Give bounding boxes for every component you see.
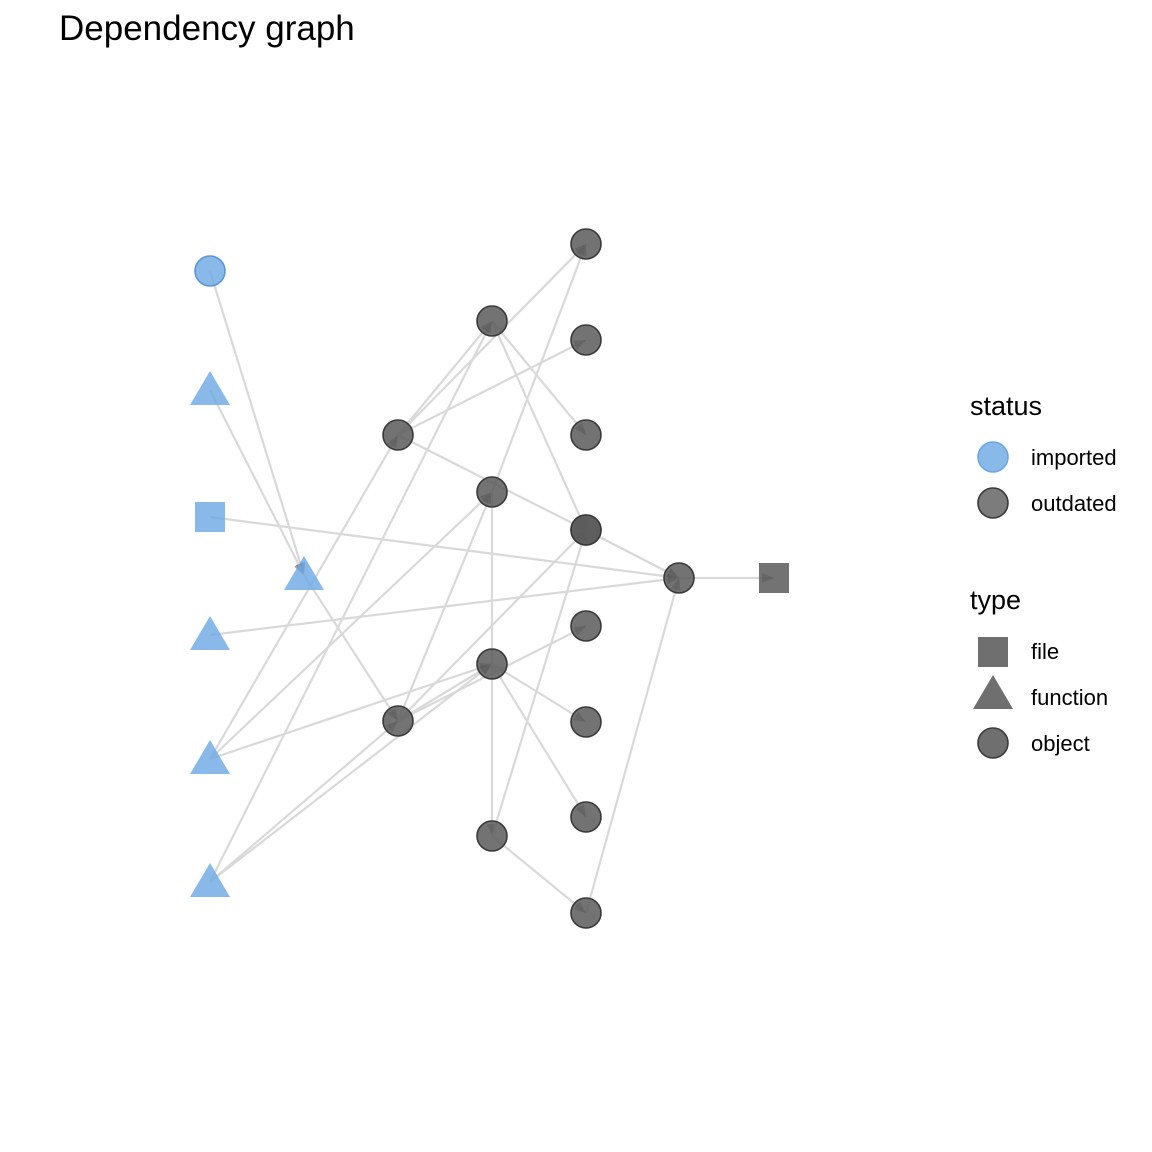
node-n22-object-outdated xyxy=(570,897,602,929)
edge-n7-n9 xyxy=(303,574,399,722)
node-n10-object-outdated xyxy=(476,305,508,337)
edge-line xyxy=(585,529,680,579)
node-n16-object-outdated xyxy=(570,419,602,451)
edge-n2-n7 xyxy=(209,389,305,576)
legend-outdated-label: outdated xyxy=(1031,491,1117,516)
node-n3-file-imported xyxy=(195,502,225,532)
edge-line xyxy=(397,663,493,722)
legend-imported-swatch xyxy=(977,441,1009,473)
node-n13-object-outdated xyxy=(476,820,508,852)
edge-n8-n14 xyxy=(397,243,587,436)
node-n21-object-outdated xyxy=(570,801,602,833)
edge-line xyxy=(209,515,680,580)
edge-line xyxy=(209,662,493,761)
node-n14-object-outdated xyxy=(570,228,602,260)
node-n9-object-outdated xyxy=(382,705,414,737)
node-n24-file-outdated xyxy=(759,563,789,593)
edge-line xyxy=(491,663,587,723)
node-n1-object-imported xyxy=(194,255,226,287)
edge-line xyxy=(209,663,493,883)
edge-line xyxy=(397,339,587,436)
node-n20-object-outdated xyxy=(570,706,602,738)
node-n19-object-outdated xyxy=(570,610,602,642)
legend-item-imported: imported xyxy=(977,441,1117,473)
legend: status imported outdated type file funct… xyxy=(970,391,1117,759)
edge-n5-n12 xyxy=(209,662,493,761)
node-n18-object-outdated xyxy=(570,514,602,546)
legend-item-file: file xyxy=(978,637,1059,667)
edge-n6-n9 xyxy=(209,720,399,883)
legend-object-swatch xyxy=(977,727,1009,759)
legend-item-object: object xyxy=(977,727,1090,759)
node-n2-function-imported xyxy=(190,371,230,405)
node-n5-function-imported xyxy=(190,740,230,774)
edge-n13-n22 xyxy=(491,835,587,914)
edge-n11-n14 xyxy=(490,243,588,493)
edge-line xyxy=(397,320,493,436)
legend-function-label: function xyxy=(1031,685,1108,710)
edge-line xyxy=(490,243,588,493)
node-n11-object-outdated xyxy=(476,476,508,508)
edge-line xyxy=(209,320,493,883)
edge-n8-n15 xyxy=(397,339,587,436)
nodes-layer xyxy=(190,228,789,929)
edge-line xyxy=(491,835,587,914)
edge-line xyxy=(209,491,493,760)
legend-imported-label: imported xyxy=(1031,445,1117,470)
edge-n9-n11 xyxy=(396,491,494,722)
edge-line xyxy=(584,577,681,914)
edge-line xyxy=(490,529,588,837)
edge-line xyxy=(208,270,306,576)
edge-n12-n20 xyxy=(491,663,587,723)
edge-line xyxy=(209,389,305,576)
page-title: Dependency graph xyxy=(59,9,355,48)
legend-item-outdated: outdated xyxy=(977,487,1117,519)
edge-line xyxy=(491,663,587,818)
legend-type-title: type xyxy=(970,585,1021,615)
legend-status-title: status xyxy=(970,391,1042,421)
node-n23-object-outdated xyxy=(663,562,695,594)
node-n12-object-outdated xyxy=(476,648,508,680)
edge-line xyxy=(491,320,587,436)
node-n4-function-imported xyxy=(190,616,230,650)
edge-line xyxy=(209,434,399,760)
legend-function-swatch xyxy=(973,675,1013,709)
legend-file-label: file xyxy=(1031,639,1059,664)
edge-n5-n11 xyxy=(209,491,493,760)
edge-n8-n10 xyxy=(397,320,493,436)
edge-n3-n23 xyxy=(209,515,680,582)
edge-n6-n12 xyxy=(209,663,493,883)
node-n8-object-outdated xyxy=(382,419,414,451)
edge-n4-n23 xyxy=(209,574,680,637)
edge-line xyxy=(490,320,588,531)
legend-file-swatch xyxy=(978,637,1008,667)
node-n15-object-outdated xyxy=(570,324,602,356)
node-n6-function-imported xyxy=(190,863,230,897)
edge-n5-n8 xyxy=(209,434,399,760)
node-n7-function-imported xyxy=(284,556,324,590)
edge-n12-n21 xyxy=(491,663,587,818)
edge-line xyxy=(303,574,399,722)
legend-item-function: function xyxy=(973,675,1108,710)
edge-line xyxy=(209,720,399,883)
legend-object-label: object xyxy=(1031,731,1090,756)
edge-line xyxy=(396,491,494,722)
edge-line xyxy=(397,243,587,436)
legend-outdated-swatch xyxy=(977,487,1009,519)
